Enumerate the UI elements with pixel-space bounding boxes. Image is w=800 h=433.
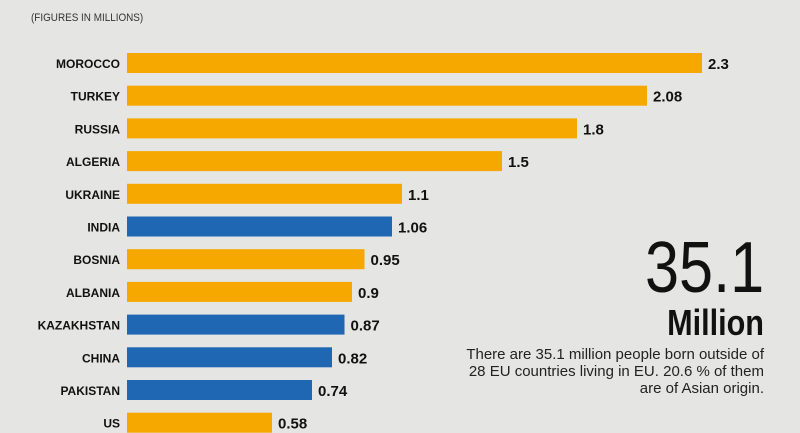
category-label: CHINA <box>82 351 120 365</box>
bar-algeria <box>127 151 502 172</box>
value-label: 0.9 <box>358 285 379 302</box>
value-label: 0.58 <box>278 416 307 433</box>
category-label: ALGERIA <box>66 155 120 169</box>
callout-unit: Million <box>667 302 764 343</box>
category-label: ALBANIA <box>66 286 120 300</box>
callout-text: There are 35.1 million people born outsi… <box>466 346 764 397</box>
bar-india <box>127 216 392 237</box>
value-label: 0.82 <box>338 350 367 367</box>
bar-china <box>127 347 332 368</box>
category-label: BOSNIA <box>73 253 120 267</box>
category-label: MOROCCO <box>56 57 120 71</box>
bar-russia <box>127 118 577 139</box>
value-label: 0.95 <box>371 252 400 269</box>
chart-subtitle: (FIGURES IN MILLIONS) <box>31 12 144 24</box>
category-label: PAKISTAN <box>60 384 120 398</box>
value-label: 1.06 <box>398 220 427 237</box>
category-label: UKRAINE <box>65 188 120 202</box>
bar-kazakhstan <box>127 314 345 335</box>
bar-albania <box>127 281 352 302</box>
bar-morocco <box>127 53 702 73</box>
callout-number: 35.1 <box>644 228 764 308</box>
category-label: INDIA <box>87 221 120 235</box>
category-label: US <box>103 417 120 431</box>
bar-bosnia <box>127 249 365 270</box>
value-label: 1.8 <box>583 121 604 138</box>
bar-pakistan <box>127 380 312 400</box>
category-label: TURKEY <box>71 90 120 104</box>
bar-us <box>127 412 272 433</box>
bar-turkey <box>127 85 647 106</box>
value-label: 0.74 <box>318 383 348 400</box>
category-label: RUSSIA <box>75 122 121 136</box>
value-label: 0.87 <box>351 318 380 335</box>
bar-ukraine <box>127 183 402 204</box>
value-label: 2.3 <box>708 56 729 73</box>
value-label: 1.5 <box>508 154 529 171</box>
category-label: KAZAKHSTAN <box>38 319 120 333</box>
value-label: 2.08 <box>653 89 682 106</box>
value-label: 1.1 <box>408 187 429 204</box>
